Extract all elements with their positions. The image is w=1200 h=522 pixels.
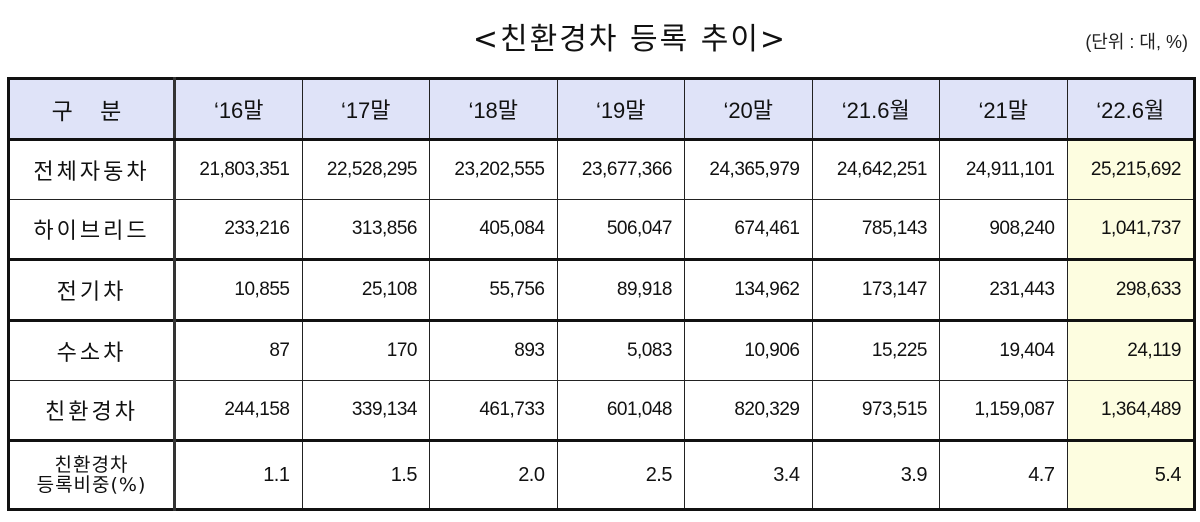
table-cell: 22,528,295 [301, 139, 430, 200]
table-cell: 24,911,101 [939, 139, 1068, 200]
table-row: 친환경차 등록비중(%) 1.1 1.5 2.0 2.5 3.4 3.9 4.7… [8, 439, 1195, 510]
table-cell: 461,733 [429, 380, 558, 441]
table-row: 수소차 87 170 893 5,083 10,906 15,225 19,40… [8, 319, 1195, 381]
table-cell: 785,143 [811, 199, 940, 260]
table-cell-highlight: 1,041,737 [1066, 199, 1195, 260]
table-cell: 244,158 [174, 380, 303, 441]
row-label-line1: 친환경차 [54, 454, 129, 476]
row-label: 하이브리드 [8, 199, 176, 260]
table-cell: 893 [429, 319, 558, 381]
table-cell: 25,108 [301, 258, 430, 321]
table-cell: 231,443 [939, 258, 1068, 321]
table-cell: 10,855 [174, 258, 303, 321]
table-row: 전기차 10,855 25,108 55,756 89,918 134,962 … [8, 258, 1195, 321]
table-cell: 4.7 [939, 439, 1068, 510]
header-col: ‘20말 [684, 78, 813, 141]
table-cell: 19,404 [939, 319, 1068, 381]
row-label-line2: 등록비중(%) [36, 474, 147, 496]
header-col: ‘21.6월 [811, 78, 940, 141]
table-cell: 170 [301, 319, 430, 381]
row-label: 수소차 [8, 319, 176, 381]
table-cell: 674,461 [684, 199, 813, 260]
table-cell: 15,225 [811, 319, 940, 381]
table-cell-highlight: 5.4 [1066, 439, 1195, 510]
table-cell: 5,083 [556, 319, 685, 381]
row-label: 전기차 [8, 258, 176, 321]
table-cell: 87 [174, 319, 303, 381]
row-label: 친환경차 등록비중(%) [8, 439, 176, 510]
table-cell: 23,677,366 [556, 139, 685, 200]
table-cell: 1,159,087 [939, 380, 1068, 441]
header-col: ‘19말 [556, 78, 685, 141]
table-cell-highlight: 1,364,489 [1066, 380, 1195, 441]
table-cell: 820,329 [684, 380, 813, 441]
header-col: ‘17말 [301, 78, 430, 141]
header-col: ‘22.6월 [1066, 78, 1195, 141]
table-cell: 134,962 [684, 258, 813, 321]
table-cell: 21,803,351 [174, 139, 303, 200]
table-cell: 339,134 [301, 380, 430, 441]
table-row: 전체자동차 21,803,351 22,528,295 23,202,555 2… [8, 139, 1195, 200]
table-cell: 24,365,979 [684, 139, 813, 200]
table-cell-highlight: 298,633 [1066, 258, 1195, 321]
header-row: 구 분 ‘16말 ‘17말 ‘18말 ‘19말 ‘20말 ‘21.6월 ‘21말… [8, 78, 1195, 141]
table-cell: 2.5 [556, 439, 685, 510]
table-cell: 3.9 [811, 439, 940, 510]
table-row: 하이브리드 233,216 313,856 405,084 506,047 67… [8, 199, 1195, 260]
table-cell: 908,240 [939, 199, 1068, 260]
table-cell: 24,642,251 [811, 139, 940, 200]
table-cell: 506,047 [556, 199, 685, 260]
header-col: ‘21말 [939, 78, 1068, 141]
table-cell-highlight: 24,119 [1066, 319, 1195, 381]
table-cell-highlight: 25,215,692 [1066, 139, 1195, 200]
table-cell: 3.4 [684, 439, 813, 510]
table-cell: 23,202,555 [429, 139, 558, 200]
table-cell: 2.0 [429, 439, 558, 510]
unit-note: (단위 : 대, %) [1085, 32, 1188, 52]
header-category: 구 분 [8, 78, 176, 141]
table-cell: 973,515 [811, 380, 940, 441]
table-cell: 1.5 [301, 439, 430, 510]
table-cell: 601,048 [556, 380, 685, 441]
table-cell: 10,906 [684, 319, 813, 381]
eco-vehicle-registration-table: 구 분 ‘16말 ‘17말 ‘18말 ‘19말 ‘20말 ‘21.6월 ‘21말… [7, 77, 1196, 511]
header-col: ‘16말 [174, 78, 303, 141]
row-label: 전체자동차 [8, 139, 176, 200]
table-cell: 1.1 [174, 439, 303, 510]
row-label: 친환경차 [8, 380, 176, 441]
table-cell: 173,147 [811, 258, 940, 321]
table-cell: 313,856 [301, 199, 430, 260]
table-cell: 405,084 [429, 199, 558, 260]
table-cell: 233,216 [174, 199, 303, 260]
header-col: ‘18말 [429, 78, 558, 141]
page-title: <친환경차 등록 추이> [472, 22, 788, 57]
table-cell: 89,918 [556, 258, 685, 321]
table-row: 친환경차 244,158 339,134 461,733 601,048 820… [8, 380, 1195, 441]
table-cell: 55,756 [429, 258, 558, 321]
